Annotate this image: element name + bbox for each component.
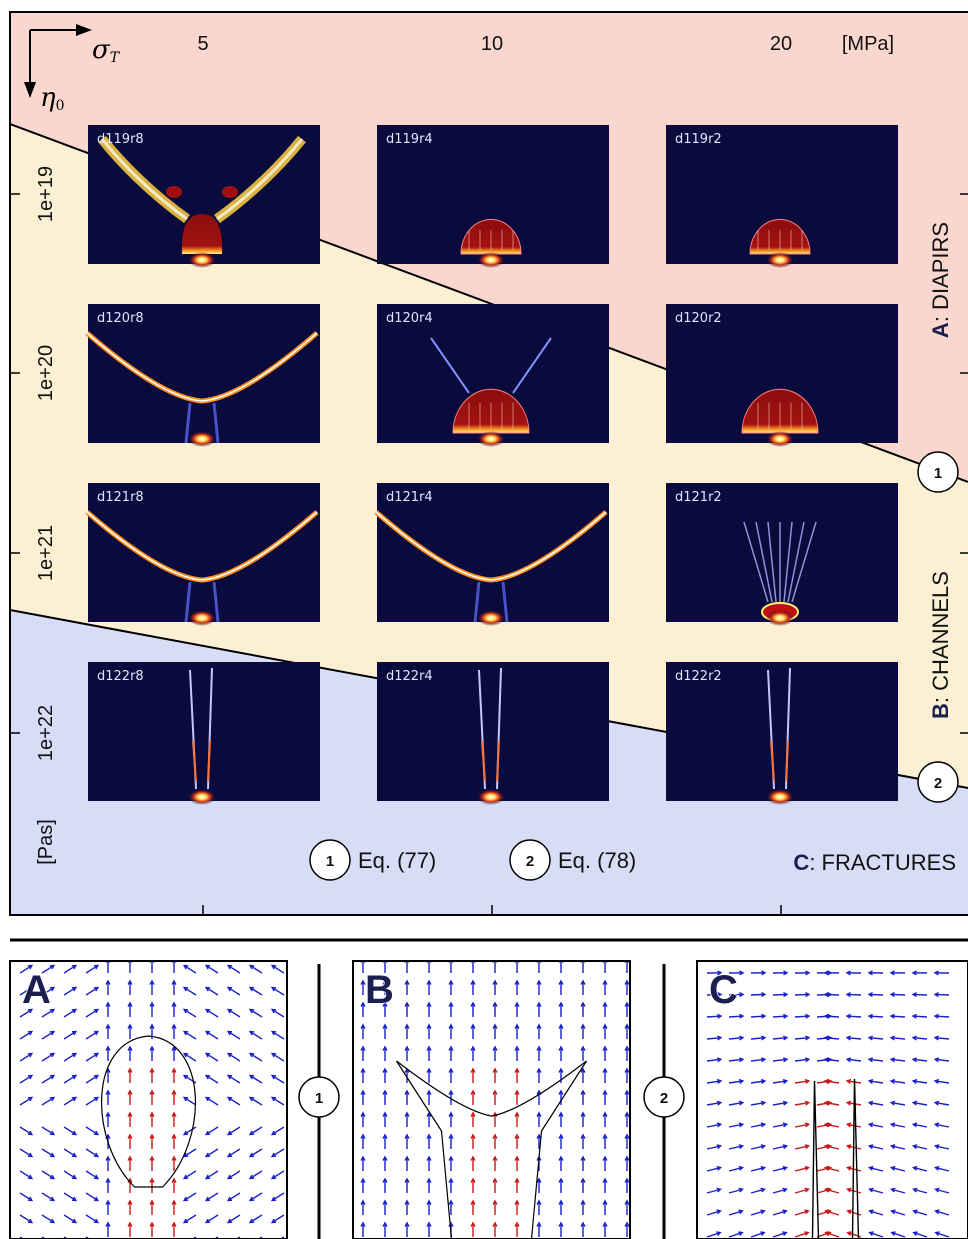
- x-tick-label-20: 20: [770, 33, 792, 55]
- thumbnail-d122r8: d122r8: [88, 662, 320, 805]
- thumbnail-label: d120r8: [97, 311, 144, 326]
- svg-text:1: 1: [934, 465, 942, 482]
- thumbnail-d120r8: d120r8: [87, 304, 320, 447]
- svg-text:Eq. (78): Eq. (78): [558, 848, 636, 873]
- thumbnail-d122r4: d122r4: [377, 662, 609, 805]
- y-tick-label-1e19: 1e+19: [35, 166, 57, 222]
- thumbnail-d120r4: d120r4: [377, 304, 609, 447]
- boundary-marker-2: 2: [918, 762, 958, 802]
- thumbnail-d122r2: d122r2: [666, 662, 898, 805]
- svg-text:1: 1: [326, 853, 334, 870]
- thumbnail-d119r4: d119r4: [377, 125, 609, 268]
- regime-label-fractures: C: FRACTURES: [793, 850, 956, 875]
- panel-letter: C: [709, 968, 738, 1012]
- x-tick-label-5: 5: [197, 33, 208, 55]
- y-tick-label-1e22: 1e+22: [35, 705, 57, 761]
- transition-marker-1: 1: [299, 1077, 339, 1117]
- thumbnail-label: d119r8: [97, 132, 144, 147]
- thumbnail-label: d119r4: [386, 132, 433, 147]
- thumbnail-d119r2: d119r2: [666, 125, 898, 268]
- svg-text:1: 1: [315, 1090, 323, 1107]
- x-unit-label: [MPa]: [842, 33, 894, 55]
- thumbnail-label: d121r2: [675, 490, 722, 505]
- svg-text:2: 2: [660, 1090, 668, 1107]
- svg-text:2: 2: [526, 853, 534, 870]
- thumbnail-d121r8: d121r8: [87, 483, 320, 626]
- transition-marker-2: 2: [644, 1077, 684, 1117]
- thumbnail-d120r2: d120r2: [666, 304, 898, 447]
- thumbnail-label: d122r8: [97, 669, 144, 684]
- velocity-panel-c: C: [697, 961, 968, 1239]
- velocity-panel-b: B: [353, 959, 630, 1239]
- y-tick-label-1e21: 1e+21: [35, 525, 57, 581]
- thumbnail-label: d122r4: [386, 669, 433, 684]
- thumbnail-label: d120r4: [386, 311, 433, 326]
- panel-letter: A: [22, 968, 51, 1012]
- thumbnail-d121r4: d121r4: [376, 483, 609, 626]
- thumbnail-d119r8: d119r8: [88, 125, 320, 268]
- regime-label-channels: B: CHANNELS: [928, 571, 953, 719]
- thumbnail-label: d122r2: [675, 669, 722, 684]
- velocity-panel-a: A: [10, 959, 287, 1239]
- thumbnail-label: d121r4: [386, 490, 433, 505]
- regime-label-diapirs: A: DIAPIRS: [928, 222, 953, 338]
- thumbnail-label: d120r2: [675, 311, 722, 326]
- thumbnail-label: d121r8: [97, 490, 144, 505]
- thumbnail-d121r2: d121r2: [666, 483, 898, 626]
- boundary-marker-1: 1: [918, 452, 958, 492]
- y-unit-label: [Pas]: [35, 819, 57, 865]
- svg-text:2: 2: [934, 775, 942, 792]
- panel-letter: B: [365, 968, 394, 1012]
- x-tick-label-10: 10: [481, 33, 503, 55]
- svg-text:Eq. (77): Eq. (77): [358, 848, 436, 873]
- y-tick-label-1e20: 1e+20: [35, 345, 57, 401]
- velocity-panels: A B C: [10, 959, 968, 1239]
- thumbnail-label: d119r2: [675, 132, 722, 147]
